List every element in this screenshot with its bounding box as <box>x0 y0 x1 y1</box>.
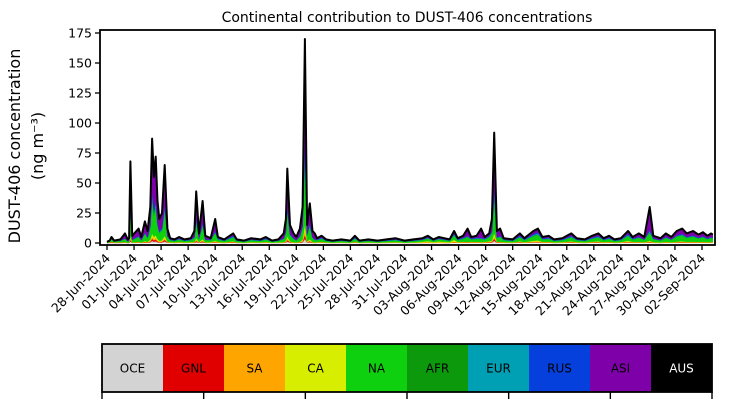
y-tick-label: 75 <box>76 146 92 161</box>
legend-swatch-aus <box>651 344 713 392</box>
legend-label-na: NA <box>368 362 386 376</box>
y-tick-label: 25 <box>76 206 92 221</box>
legend-colorbar: OCE GNL SA CA NA AFR EUR RUS ASI AUS <box>101 343 713 399</box>
legend-swatch-rus <box>529 344 591 392</box>
legend-swatch-ca <box>285 344 347 392</box>
y-tick-label: 150 <box>68 56 92 71</box>
legend-swatch-afr <box>407 344 469 392</box>
legend-label-ca: CA <box>307 362 324 376</box>
legend-label-sa: SA <box>246 362 263 376</box>
y-tick-label: 175 <box>68 26 92 41</box>
chart-title: Continental contribution to DUST-406 con… <box>222 10 593 26</box>
total-outline <box>106 38 714 243</box>
y-axis-label-line1: DUST-406 concentration <box>5 49 24 244</box>
legend-label-eur: EUR <box>486 362 511 376</box>
legend-label-afr: AFR <box>426 362 449 376</box>
legend-label-rus: RUS <box>547 362 572 376</box>
y-tick-label: 50 <box>76 176 92 191</box>
y-tick-label: 100 <box>68 116 92 131</box>
legend-swatch-eur <box>468 344 530 392</box>
y-tick-label: 125 <box>68 86 92 101</box>
plot-axes: 025507510012515017528-Jun-202401-Jul-202… <box>48 26 716 318</box>
legend-swatch-oce <box>102 344 164 392</box>
legend-swatch-asi <box>590 344 652 392</box>
legend-label-asi: ASI <box>611 362 630 376</box>
plot-border <box>99 29 716 246</box>
y-axis-label-line2: (ng m⁻³) <box>28 112 47 180</box>
legend-label-gnl: GNL <box>181 362 206 376</box>
total-concentration-line <box>106 38 714 243</box>
y-tick-label: 0 <box>84 236 92 251</box>
legend-swatch-na <box>346 344 408 392</box>
legend-swatch-sa <box>224 344 286 392</box>
legend-swatch-gnl <box>163 344 225 392</box>
legend-label-oce: OCE <box>120 362 145 376</box>
legend-label-aus: AUS <box>669 362 694 376</box>
